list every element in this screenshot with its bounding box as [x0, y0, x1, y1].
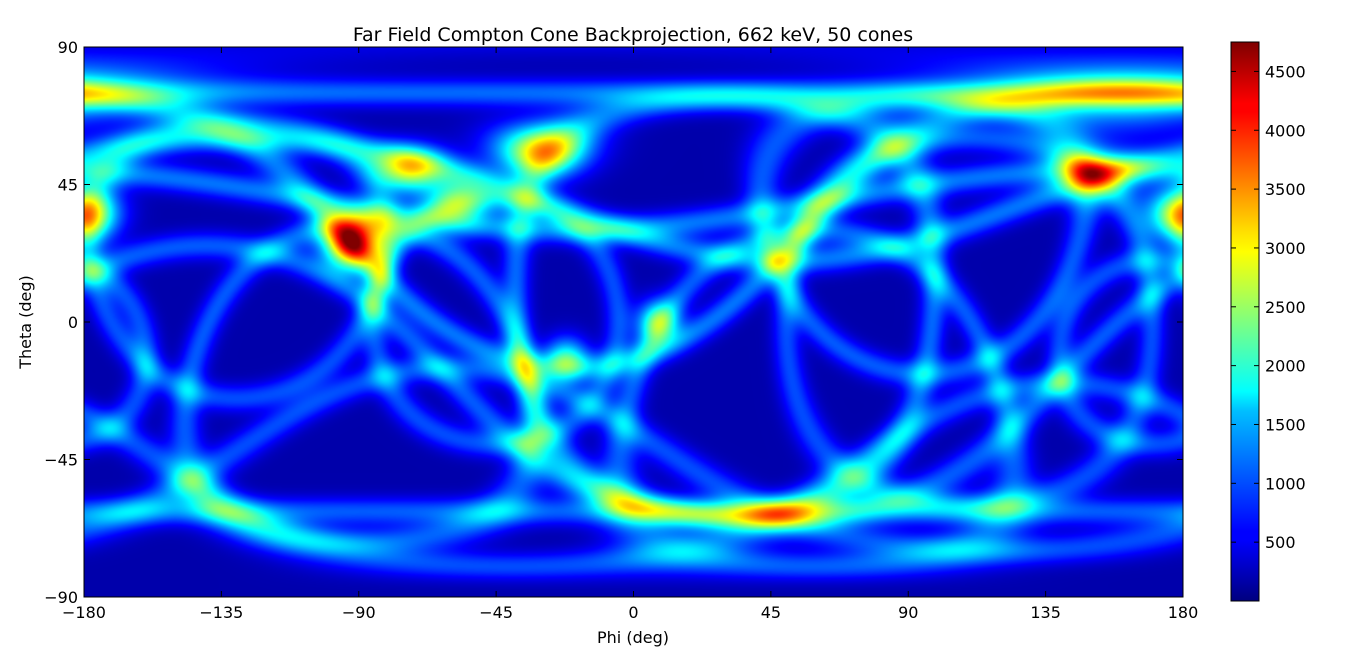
x-tick-label: 45: [761, 603, 781, 622]
x-axis-label: Phi (deg): [597, 628, 669, 647]
x-tick-label: −90: [342, 603, 376, 622]
x-tick-label: −135: [199, 603, 243, 622]
y-tick-label: 45: [58, 176, 78, 195]
y-axis-label: Theta (deg): [16, 275, 35, 370]
x-tick-label: −45: [479, 603, 513, 622]
heatmap: [84, 47, 1183, 597]
colorbar-tick-label: 4500: [1265, 62, 1306, 81]
x-tick-label: 135: [1030, 603, 1061, 622]
x-tick-label: −180: [62, 603, 106, 622]
x-tick-label: 0: [628, 603, 638, 622]
colorbar-tick-label: 500: [1265, 533, 1296, 552]
colorbar-tick-label: 4000: [1265, 121, 1306, 140]
colorbar-tick-label: 1000: [1265, 474, 1306, 493]
y-tick-label: 0: [68, 313, 78, 332]
colorbar-ticks: 500 1000 1500 2000 2500 3000 3500 4000 4500: [1231, 62, 1306, 552]
x-tick-label: 90: [898, 603, 918, 622]
colorbar-tick-label: 2000: [1265, 357, 1306, 376]
y-axis: −90 −45 0 45 90: [44, 38, 1183, 607]
colorbar-tick-label: 3500: [1265, 180, 1306, 199]
x-axis: −180 −135 −90 −45 0 45 90 135 180: [62, 47, 1198, 622]
x-tick-label: 180: [1168, 603, 1199, 622]
y-tick-label: −90: [44, 588, 78, 607]
y-tick-label: 90: [58, 38, 78, 57]
chart-title: Far Field Compton Cone Backprojection, 6…: [353, 24, 913, 46]
colorbar-tick-label: 2500: [1265, 298, 1306, 317]
colorbar-tick-label: 1500: [1265, 415, 1306, 434]
y-tick-label: −45: [44, 451, 78, 470]
colorbar-tick-label: 3000: [1265, 239, 1306, 258]
colorbar: [1230, 41, 1260, 602]
